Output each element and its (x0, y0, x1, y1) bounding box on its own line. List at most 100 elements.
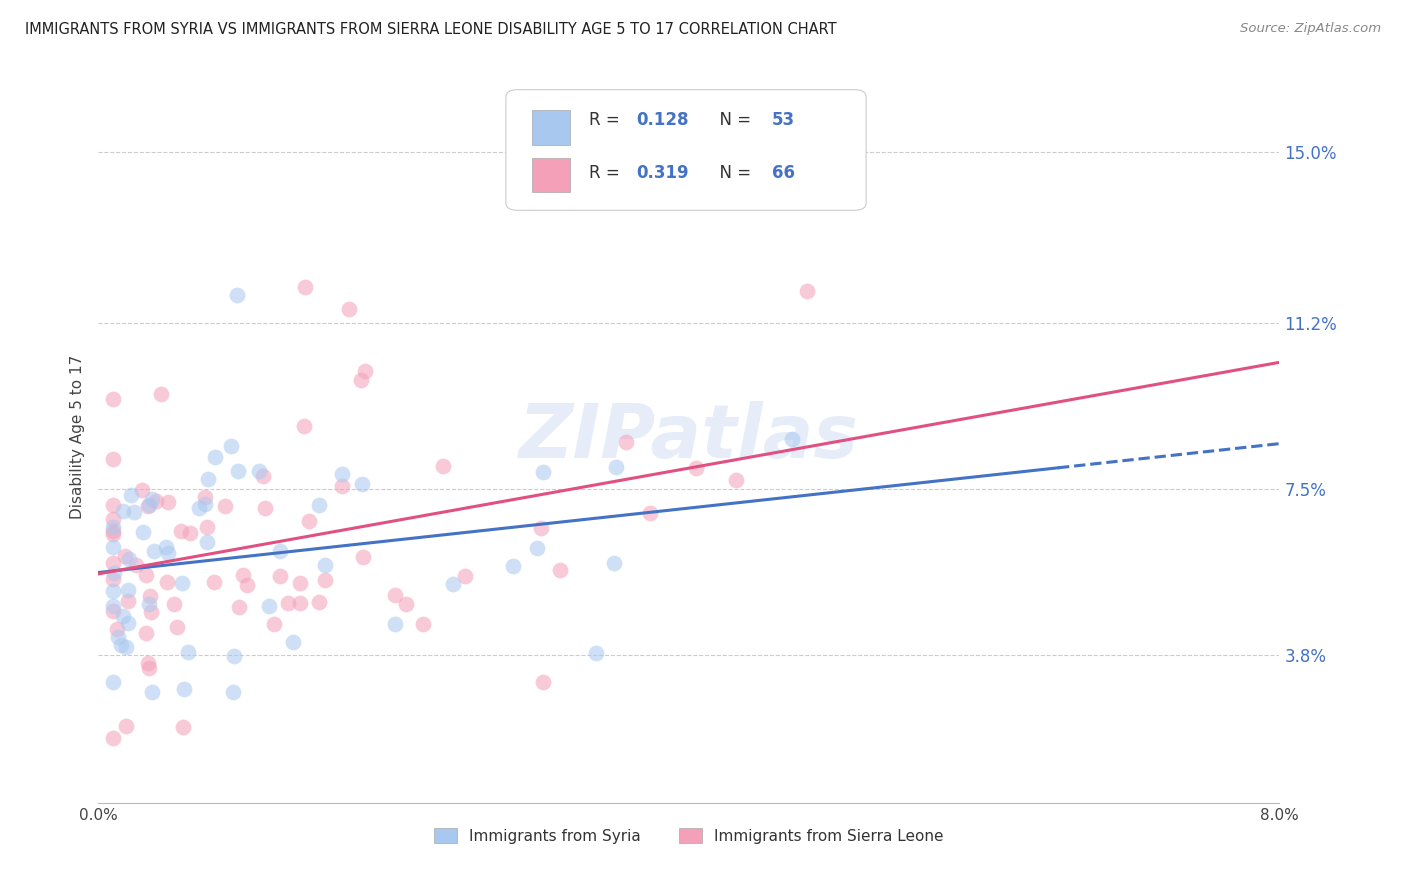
Point (330, 479, 353, 493)
Point (138, 661, 160, 675)
Point (349, 373, 371, 387)
Point (441, 576, 464, 591)
Text: 0.128: 0.128 (636, 112, 689, 129)
Point (530, 521, 553, 535)
Point (225, 288, 247, 302)
Point (188, 501, 211, 516)
Point (585, 646, 607, 660)
Text: IMMIGRANTS FROM SYRIA VS IMMIGRANTS FROM SIERRA LEONE DISABILITY AGE 5 TO 17 COR: IMMIGRANTS FROM SYRIA VS IMMIGRANTS FROM… (25, 22, 837, 37)
Point (384, 588, 406, 602)
Point (531, 465, 554, 479)
Point (163, 597, 186, 611)
Point (194, 497, 217, 511)
Point (103, 599, 125, 613)
Point (115, 640, 138, 654)
Point (224, 648, 246, 663)
Point (173, 681, 195, 696)
Point (105, 622, 128, 636)
Point (170, 576, 193, 591)
Point (170, 524, 193, 538)
Point (236, 577, 259, 591)
Point (141, 685, 163, 699)
Point (103, 527, 125, 541)
Point (526, 541, 548, 556)
Point (339, 302, 361, 317)
Text: N =: N = (709, 164, 756, 182)
Point (136, 499, 159, 513)
Point (135, 567, 157, 582)
Point (172, 720, 194, 734)
Point (139, 605, 162, 619)
Point (796, 285, 818, 299)
Point (277, 597, 299, 611)
Point (103, 498, 125, 512)
Point (142, 543, 165, 558)
Point (395, 597, 418, 611)
Point (197, 472, 219, 486)
Point (117, 615, 139, 630)
Legend: Immigrants from Syria, Immigrants from Sierra Leone: Immigrants from Syria, Immigrants from S… (427, 822, 950, 850)
Point (110, 639, 132, 653)
Point (115, 719, 138, 733)
Point (103, 584, 125, 599)
Point (228, 599, 250, 614)
Point (122, 505, 145, 519)
Point (120, 488, 142, 502)
Point (155, 574, 177, 589)
Point (141, 491, 163, 506)
Point (548, 563, 571, 577)
Point (135, 626, 157, 640)
Point (638, 506, 661, 520)
Point (252, 469, 274, 483)
Text: 0.319: 0.319 (636, 164, 689, 182)
Point (107, 630, 129, 644)
Point (290, 596, 312, 610)
Point (269, 569, 291, 583)
Point (195, 535, 218, 549)
Point (145, 494, 167, 508)
Point (432, 458, 454, 473)
Point (103, 731, 125, 745)
Text: 66: 66 (772, 164, 794, 182)
Text: N =: N = (709, 112, 756, 129)
Point (290, 576, 312, 591)
Point (353, 364, 375, 378)
Point (294, 279, 316, 293)
Point (103, 392, 125, 407)
Point (782, 433, 804, 447)
Point (112, 609, 135, 624)
Point (166, 620, 188, 634)
Point (103, 572, 125, 586)
Point (194, 490, 217, 504)
Point (103, 540, 125, 554)
Point (308, 595, 330, 609)
Point (103, 452, 125, 467)
Point (117, 552, 139, 566)
Point (226, 463, 249, 477)
Point (103, 520, 125, 534)
Point (314, 558, 336, 572)
Point (103, 524, 125, 539)
Point (352, 549, 374, 564)
Point (253, 500, 276, 515)
Text: 53: 53 (772, 112, 794, 129)
FancyBboxPatch shape (531, 111, 569, 145)
Point (156, 546, 179, 560)
Point (117, 594, 139, 608)
Text: ZIPatlas: ZIPatlas (519, 401, 859, 474)
Point (179, 525, 201, 540)
Point (281, 635, 304, 649)
Point (298, 514, 321, 528)
Point (214, 499, 236, 513)
Point (247, 464, 270, 478)
Point (150, 386, 173, 401)
Y-axis label: Disability Age 5 to 17: Disability Age 5 to 17 (70, 355, 86, 519)
Point (685, 461, 707, 475)
Point (314, 574, 336, 588)
Point (454, 568, 477, 582)
Point (269, 544, 291, 558)
Point (531, 674, 554, 689)
Point (156, 495, 179, 509)
Point (117, 582, 139, 597)
Point (155, 540, 177, 554)
